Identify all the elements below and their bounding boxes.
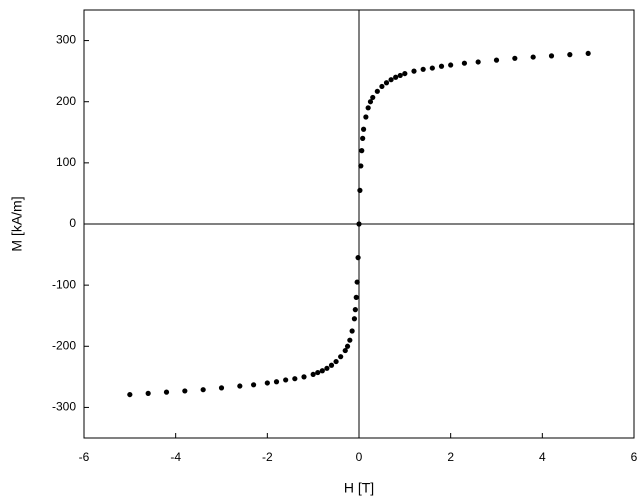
data-point [338,354,344,360]
data-point [548,53,555,59]
data-point [370,94,376,101]
y-tick-label: 200 [56,94,76,108]
data-point [567,52,573,58]
data-point [310,371,316,378]
data-point [351,316,358,322]
x-tick-label: 6 [631,450,638,464]
data-point [402,70,408,77]
data-point [127,391,133,398]
data-point [273,379,280,385]
data-point [388,77,394,83]
data-point [324,365,330,371]
data-point [355,255,361,261]
data-point [352,307,358,313]
x-tick-label: -2 [262,450,273,464]
data-point [264,380,270,386]
data-point [357,187,363,193]
data-point [493,57,500,63]
data-point [530,54,536,60]
data-point [354,279,360,285]
y-tick-label: 100 [56,155,76,169]
data-point [319,368,325,374]
data-point [315,369,321,376]
data-point [360,126,367,132]
data-point [438,63,445,69]
x-tick-label: 2 [447,450,454,464]
data-point [367,99,374,105]
data-point [359,148,365,154]
data-point [200,387,206,393]
data-point [374,88,380,94]
y-tick-label: -300 [52,400,76,414]
data-point [292,376,298,382]
data-point [353,294,359,300]
data-point [448,62,454,68]
data-point [342,347,348,354]
data-point [360,135,366,141]
data-point [411,68,417,74]
data-point [461,60,468,66]
data-point [333,358,339,365]
data-point [585,50,591,57]
data-point [344,343,351,349]
data-point [379,83,385,90]
y-tick-label: 0 [69,216,76,230]
data-point [163,389,170,395]
data-point [250,382,257,388]
data-point [358,163,364,169]
y-axis-title: M [kA/m] [9,196,25,251]
data-point [218,385,225,391]
data-point [512,55,518,61]
x-tick-label: 0 [356,450,363,464]
y-tick-label: 300 [56,33,76,47]
y-tick-label: -200 [52,338,76,352]
data-point [356,221,362,227]
x-axis-title: H [T] [344,480,374,496]
data-point [301,374,307,380]
data-point [349,328,355,334]
data-point [475,59,481,65]
data-point [383,80,390,86]
data-point [328,362,335,368]
data-point [365,105,371,111]
data-point [420,66,426,72]
data-point [363,114,369,120]
data-point [429,65,435,71]
x-tick-label: -6 [79,450,90,464]
data-point [145,390,151,396]
y-tick-label: -100 [52,277,76,291]
data-point [347,337,353,343]
x-tick-label: 4 [539,450,546,464]
data-point [397,72,403,79]
data-point [393,74,399,80]
data-point [182,388,188,394]
data-point [237,383,243,389]
data-point [283,377,289,383]
x-tick-label: -4 [170,450,181,464]
